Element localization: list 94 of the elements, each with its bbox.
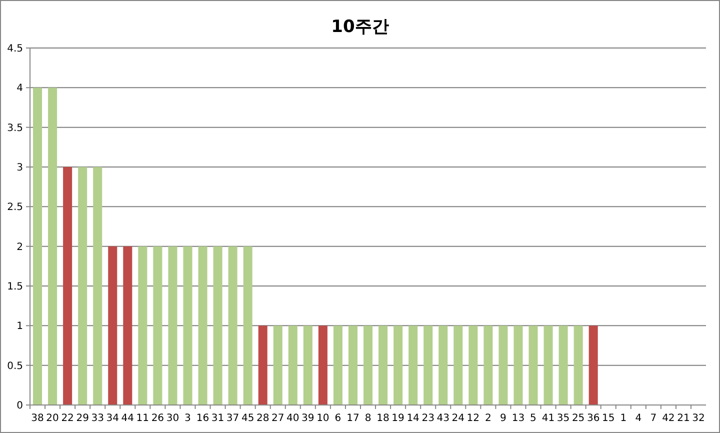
x-tick-label: 20 [46, 413, 59, 424]
bar [438, 326, 448, 405]
x-tick-label: 14 [406, 413, 420, 424]
x-tick-label: 41 [542, 413, 555, 424]
bar [168, 246, 178, 405]
bar [498, 326, 508, 405]
bar [288, 326, 298, 405]
x-tick-label: 6 [334, 413, 342, 424]
bar [108, 246, 118, 405]
y-tick-label: 4 [16, 83, 23, 94]
x-tick-label: 16 [196, 413, 210, 424]
x-tick-label: 15 [602, 413, 615, 424]
bar [123, 246, 132, 405]
x-tick-label: 13 [512, 413, 525, 424]
x-tick-label: 12 [466, 413, 480, 424]
x-tick-label: 22 [61, 413, 74, 424]
bar [514, 326, 523, 405]
x-tick-label: 27 [272, 413, 284, 424]
x-tick-label: 38 [31, 413, 44, 424]
bar [454, 326, 463, 405]
x-tick-label: 26 [151, 413, 164, 424]
bar [333, 326, 342, 405]
bar [258, 326, 268, 405]
y-tick-label: 2 [16, 242, 23, 253]
bar [588, 326, 598, 405]
bar [574, 326, 583, 405]
x-tick-label: 9 [500, 413, 506, 424]
bar [528, 326, 538, 405]
y-tick-label: 2.5 [7, 202, 23, 214]
bar [318, 326, 328, 405]
x-tick-label: 28 [256, 413, 270, 424]
x-tick-label: 45 [241, 413, 254, 424]
bar [348, 326, 358, 405]
x-tick-label: 34 [106, 413, 119, 424]
x-tick-label: 5 [530, 413, 536, 424]
x-tick-label: 25 [572, 413, 585, 424]
y-tick-label: 1.5 [7, 282, 23, 292]
x-tick-label: 1 [620, 413, 627, 424]
bar [243, 246, 252, 405]
x-tick-label: 33 [91, 413, 104, 424]
y-tick-label: 0.5 [7, 360, 23, 372]
x-tick-label: 40 [286, 413, 300, 424]
x-tick-label: 44 [121, 413, 134, 424]
bar [558, 326, 568, 405]
bar [153, 246, 162, 405]
x-tick-label: 42 [662, 413, 675, 424]
bar [363, 326, 373, 405]
x-tick-label: 23 [422, 413, 434, 424]
x-tick-label: 7 [650, 413, 657, 424]
x-tick-label: 32 [692, 413, 705, 424]
x-tick-label: 18 [376, 413, 390, 424]
y-tick-label: 0 [16, 400, 23, 412]
bar [303, 326, 312, 405]
bar [93, 167, 102, 405]
chart-title: 10주간 [331, 17, 389, 37]
y-tick-label: 1 [16, 321, 23, 332]
x-tick-label: 30 [166, 413, 180, 424]
x-tick-label: 35 [556, 413, 570, 424]
x-tick-label: 37 [226, 413, 240, 424]
x-tick-label: 21 [677, 413, 690, 424]
bar [544, 326, 553, 405]
bar [228, 246, 238, 405]
y-tick-label: 3.5 [7, 122, 23, 134]
x-tick-label: 39 [302, 413, 314, 424]
bar [378, 326, 388, 405]
bar [78, 167, 88, 405]
y-tick-label: 3 [16, 162, 23, 174]
x-tick-label: 24 [452, 413, 464, 424]
bar [213, 246, 222, 405]
y-tick-label: 4.5 [7, 44, 23, 54]
x-tick-label: 2 [484, 413, 492, 424]
x-tick-label: 43 [436, 413, 450, 424]
x-tick-label: 4 [635, 413, 642, 424]
bar [408, 326, 418, 405]
x-tick-label: 3 [184, 413, 191, 424]
bar [424, 326, 433, 405]
x-tick-label: 11 [136, 413, 150, 424]
bar [63, 167, 72, 405]
x-tick-label: 29 [76, 413, 89, 424]
x-tick-label: 31 [211, 413, 224, 424]
bar [33, 88, 42, 405]
bar [183, 246, 192, 405]
bar [484, 326, 493, 405]
x-tick-label: 10 [316, 413, 330, 424]
bar [273, 326, 282, 405]
x-tick-label: 36 [586, 413, 600, 424]
x-tick-label: 8 [364, 413, 372, 424]
x-tick-label: 17 [346, 413, 360, 424]
bar [198, 246, 208, 405]
bar [48, 88, 58, 405]
x-tick-label: 19 [392, 413, 404, 424]
bar [138, 246, 148, 405]
bar [394, 326, 403, 405]
bar [468, 326, 478, 405]
